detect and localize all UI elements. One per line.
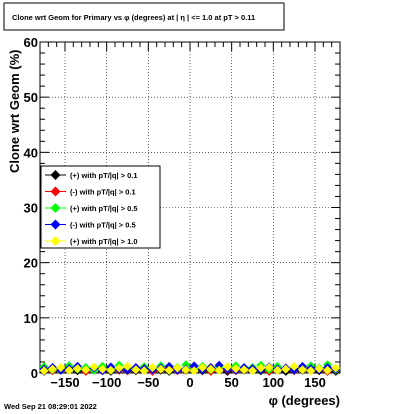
x-tick-label: 50	[224, 375, 238, 390]
data-point	[231, 364, 241, 374]
data-point	[214, 360, 224, 370]
data-point	[281, 364, 291, 374]
y-tick-label: 0	[31, 366, 38, 381]
data-point	[206, 364, 216, 374]
data-point	[223, 362, 232, 372]
x-tick-label: −150	[50, 375, 79, 390]
legend-marker	[50, 219, 61, 230]
data-point	[314, 364, 324, 374]
title-box	[3, 2, 285, 31]
timestamp: Wed Sep 21 08:29:01 2022	[4, 402, 97, 411]
data-point	[98, 364, 107, 374]
data-point	[64, 365, 74, 375]
data-point	[139, 366, 149, 376]
legend-marker	[50, 170, 61, 180]
data-point	[48, 364, 57, 374]
data-point	[298, 365, 307, 375]
data-point	[198, 362, 207, 372]
y-tick-label: 20	[24, 256, 38, 271]
data-point	[56, 362, 66, 372]
data-point	[189, 366, 199, 376]
data-point	[131, 365, 141, 375]
legend-marker	[50, 203, 61, 213]
data-point	[181, 365, 191, 375]
legend-entry-label: (-) with pT/|q| > 0.1	[70, 188, 136, 197]
data-point	[323, 365, 332, 375]
x-tick-label: −100	[92, 375, 121, 390]
legend-entry-label: (+) with pT/|q| > 1.0	[70, 237, 138, 246]
data-point	[114, 363, 124, 373]
data-point	[81, 365, 91, 375]
x-tick-label: 0	[186, 375, 193, 390]
data-point	[189, 361, 199, 371]
data-point	[248, 366, 257, 376]
data-point	[156, 364, 166, 374]
data-point	[214, 365, 224, 375]
data-point	[256, 363, 266, 373]
legend-entry-label: (+) with pT/|q| > 0.1	[70, 171, 138, 180]
y-tick-label: 30	[24, 201, 38, 216]
data-point	[106, 365, 116, 375]
tick-labels: −150 −100 −50 0 50 100 150 0 10 20 30 40 50 60	[24, 35, 326, 390]
data-point	[164, 365, 174, 375]
data-point	[148, 362, 157, 372]
data-point	[273, 365, 282, 375]
y-tick-label: 60	[24, 35, 38, 50]
y-tick-label: 50	[24, 90, 38, 105]
legend-entry-label: (-) with pT/|q| > 0.5	[70, 221, 136, 230]
data-point	[89, 362, 99, 372]
legend-marker	[50, 186, 61, 197]
legend-marker	[50, 236, 61, 246]
y-axis-label: Clone wrt Geom (%)	[7, 49, 22, 173]
data-point	[306, 366, 316, 376]
data-point	[331, 363, 341, 373]
legend-box	[40, 165, 161, 249]
data-point	[239, 365, 249, 375]
x-tick-label: 150	[304, 375, 326, 390]
x-tick-label: 100	[262, 375, 284, 390]
y-tick-label: 40	[24, 145, 38, 160]
data-point	[264, 362, 274, 372]
y-tick-label: 10	[24, 311, 38, 326]
data-point	[39, 366, 49, 376]
chart-title: Clone wrt Geom for Primary vs φ (degrees…	[12, 13, 255, 22]
data-point	[289, 361, 299, 371]
data-markers	[39, 360, 341, 376]
data-point	[73, 364, 82, 374]
x-axis-label: φ (degrees)	[269, 393, 340, 408]
x-tick-label: −50	[137, 375, 159, 390]
legend-entry-label: (+) with pT/|q| > 0.5	[70, 204, 138, 213]
data-point	[173, 363, 182, 373]
data-point	[123, 361, 132, 371]
legend: (+) with pT/|q| > 0.1 (-) with pT/|q| > 0…	[40, 165, 161, 249]
series-5	[39, 361, 341, 376]
